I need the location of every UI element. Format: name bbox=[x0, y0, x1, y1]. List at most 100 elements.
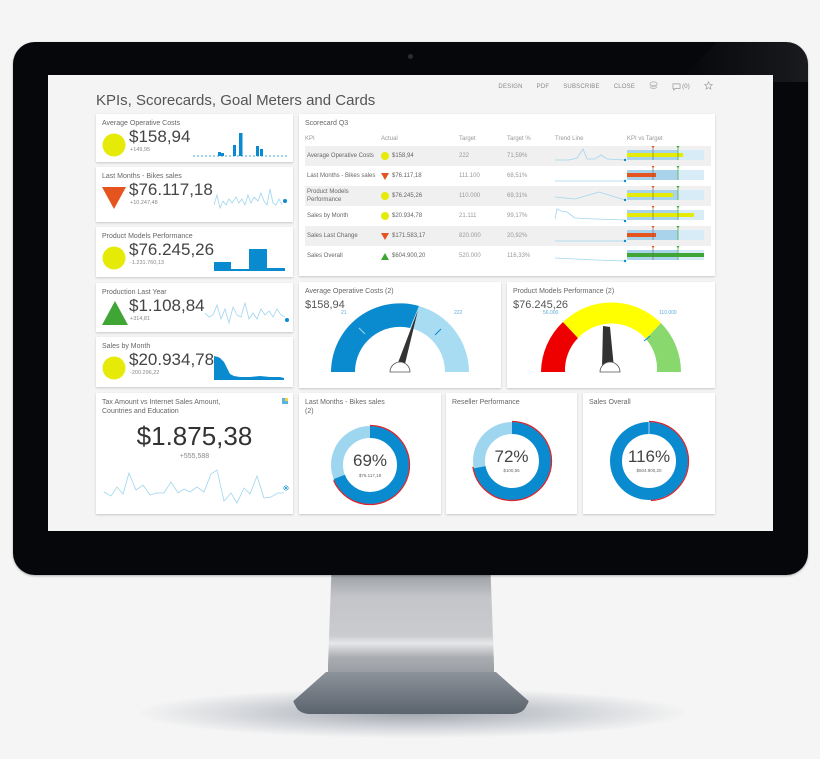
red-down-triangle-icon bbox=[381, 232, 389, 240]
yellow-circle-icon bbox=[381, 212, 389, 220]
target-percent: 99,17% bbox=[507, 213, 528, 219]
trend-sparkline bbox=[554, 191, 627, 202]
pdf-button[interactable]: PDF bbox=[536, 83, 550, 90]
kpi-card-product-models-performance[interactable]: Product Models Performance $76.245,26 -1… bbox=[96, 227, 293, 277]
comment-icon bbox=[672, 83, 681, 91]
target-value: 820.000 bbox=[459, 226, 507, 246]
comments-count: (0) bbox=[682, 83, 690, 90]
target-percent: 68,51% bbox=[507, 173, 528, 179]
kpi-value: $1.108,84 bbox=[129, 296, 205, 315]
dashboard-screen: DESIGN PDF SUBSCRIBE CLOSE (0) KPIs, Sco… bbox=[48, 75, 773, 531]
kpi-name: Sales by Month bbox=[307, 213, 349, 219]
donut-chart bbox=[471, 420, 553, 502]
area-sparkline bbox=[214, 356, 284, 380]
scorecard-q3: Scorecard Q3 KPI Actual Target Target % … bbox=[299, 114, 715, 276]
webcam bbox=[408, 54, 413, 59]
scorecard-row[interactable]: Sales by Month $20.934,78 21.111 99,17% bbox=[305, 206, 711, 226]
column-header-target-pct[interactable]: Target % bbox=[507, 136, 531, 142]
kpi-name: Average Operative Costs bbox=[305, 146, 381, 166]
card-title: Sales by Month bbox=[102, 343, 151, 350]
target-value: 111.100 bbox=[459, 173, 480, 179]
scorecard-table: KPI Actual Target Target % Trend Line KP… bbox=[305, 136, 711, 266]
top-toolbar: DESIGN PDF SUBSCRIBE CLOSE (0) bbox=[498, 80, 714, 92]
close-button[interactable]: CLOSE bbox=[613, 83, 636, 90]
card-title: Reseller Performance bbox=[452, 399, 520, 406]
kpi-card-tax-vs-internet-sales[interactable]: Tax Amount vs Internet Sales Amount, Cou… bbox=[96, 393, 293, 514]
kpi-delta: +149,95 bbox=[130, 147, 151, 153]
donut-reseller-performance[interactable]: Reseller Performance 72% $100,55 bbox=[446, 393, 577, 514]
gauge-value: $158,94 bbox=[305, 299, 345, 311]
bar-sparkline bbox=[214, 249, 285, 271]
kpi-card-last-months-bikes-sales[interactable]: Last Months - Bikes sales $76.117,18 +10… bbox=[96, 167, 293, 222]
kpi-card-sales-by-month[interactable]: Sales by Month $20.934,78 -200.296,22 bbox=[96, 337, 293, 387]
trend-sparkline bbox=[554, 257, 627, 263]
line-sparkline bbox=[104, 469, 289, 504]
donut-value: $100,55 bbox=[503, 468, 520, 473]
kpi-value: $76.245,26 bbox=[129, 240, 215, 259]
star-icon[interactable] bbox=[703, 80, 714, 92]
column-header-target[interactable]: Target bbox=[459, 136, 476, 142]
actual-value: $158,94 bbox=[392, 153, 414, 159]
column-header-trend-line[interactable]: Trend Line bbox=[555, 136, 584, 142]
scorecard-row[interactable]: Product Models Performance $76.245,26 110.… bbox=[305, 186, 711, 206]
gauge-dial bbox=[331, 303, 469, 373]
donut-last-months-bikes-sales[interactable]: Last Months - Bikes sales (2) 69% $76.11… bbox=[299, 393, 441, 514]
red-down-triangle-icon bbox=[102, 187, 126, 209]
green-up-triangle-icon bbox=[102, 301, 128, 325]
bullet-chart bbox=[627, 186, 704, 200]
gauge-value: $76.245,26 bbox=[513, 299, 569, 311]
column-header-actual[interactable]: Actual bbox=[381, 136, 398, 142]
gauge-average-operative-costs[interactable]: Average Operative Costs (2) $158,94 21 2… bbox=[299, 282, 501, 388]
gauge-max-label: 222 bbox=[454, 310, 463, 316]
gauge-max-label: 110.000 bbox=[659, 310, 677, 316]
trend-sparkline bbox=[554, 208, 627, 223]
column-header-kpi-vs-target[interactable]: KPI vs Target bbox=[627, 136, 663, 142]
design-button[interactable]: DESIGN bbox=[498, 83, 523, 90]
bullet-chart bbox=[627, 206, 704, 220]
bar-sparkline bbox=[193, 133, 287, 157]
image-icon[interactable] bbox=[282, 398, 288, 404]
card-title: Average Operative Costs bbox=[102, 120, 181, 127]
monitor-frame: DESIGN PDF SUBSCRIBE CLOSE (0) KPIs, Sco… bbox=[13, 42, 808, 575]
target-percent: 71,59% bbox=[507, 146, 555, 166]
actual-value: $76.245,26 bbox=[392, 193, 423, 199]
target-value: 520.000 bbox=[459, 253, 481, 259]
kpi-delta: +555,588 bbox=[179, 453, 210, 460]
donut-value: $76.117,18 bbox=[358, 473, 382, 478]
subscribe-button[interactable]: SUBSCRIBE bbox=[563, 83, 600, 90]
scorecard-row[interactable]: Sales Overall $604.900,20 520.000 116,33% bbox=[305, 246, 711, 266]
kpi-card-production-last-year[interactable]: Production Last Year $1.108,84 +314,81 bbox=[96, 283, 293, 332]
line-sparkline bbox=[205, 301, 289, 325]
kpi-name: Product Models Performance bbox=[305, 186, 381, 206]
kpi-value: $1.875,38 bbox=[136, 421, 253, 451]
card-title: Production Last Year bbox=[102, 289, 167, 296]
gauge-min-label: 21 bbox=[341, 310, 347, 316]
kpi-delta: +314,81 bbox=[130, 316, 151, 322]
scorecard-title: Scorecard Q3 bbox=[305, 120, 349, 127]
kpi-card-average-operative-costs[interactable]: Average Operative Costs $158,94 +149,95 bbox=[96, 114, 293, 162]
donut-percent: 72% bbox=[494, 447, 529, 466]
layers-icon[interactable] bbox=[649, 81, 658, 92]
trend-sparkline bbox=[555, 179, 627, 183]
donut-sales-overall[interactable]: Sales Overall 116% $604.900,20 bbox=[583, 393, 715, 514]
kpi-delta: -1.231.760,13 bbox=[130, 260, 164, 266]
donut-percent: 116% bbox=[627, 447, 671, 466]
scorecard-row[interactable]: Sales Last Change $171.583,17 820.000 20,92… bbox=[305, 226, 711, 246]
scorecard-row[interactable]: Last Months - Bikes sales $76.117,18 111.1… bbox=[305, 166, 711, 186]
target-percent: 116,33% bbox=[507, 253, 531, 259]
red-down-triangle-icon bbox=[381, 172, 389, 180]
actual-value: $20.934,78 bbox=[392, 213, 423, 219]
gauge-min-label: 56.000 bbox=[543, 310, 559, 316]
column-header-kpi[interactable]: KPI bbox=[305, 136, 315, 142]
monitor-stand bbox=[328, 575, 494, 685]
scorecard-row[interactable]: Average Operative Costs $158,94 222 71,59% bbox=[305, 146, 711, 166]
bullet-chart bbox=[627, 226, 704, 240]
actual-value: $76.117,18 bbox=[392, 173, 422, 179]
gauge-product-models-performance[interactable]: Product Models Performance (2) $76.245,2… bbox=[507, 282, 715, 388]
trend-sparkline bbox=[555, 239, 627, 243]
gauge-dial bbox=[541, 302, 681, 373]
actual-value: $604.900,20 bbox=[392, 253, 426, 259]
comments-button[interactable]: (0) bbox=[672, 83, 690, 91]
yellow-circle-icon bbox=[102, 246, 126, 270]
yellow-circle-icon bbox=[102, 133, 126, 157]
